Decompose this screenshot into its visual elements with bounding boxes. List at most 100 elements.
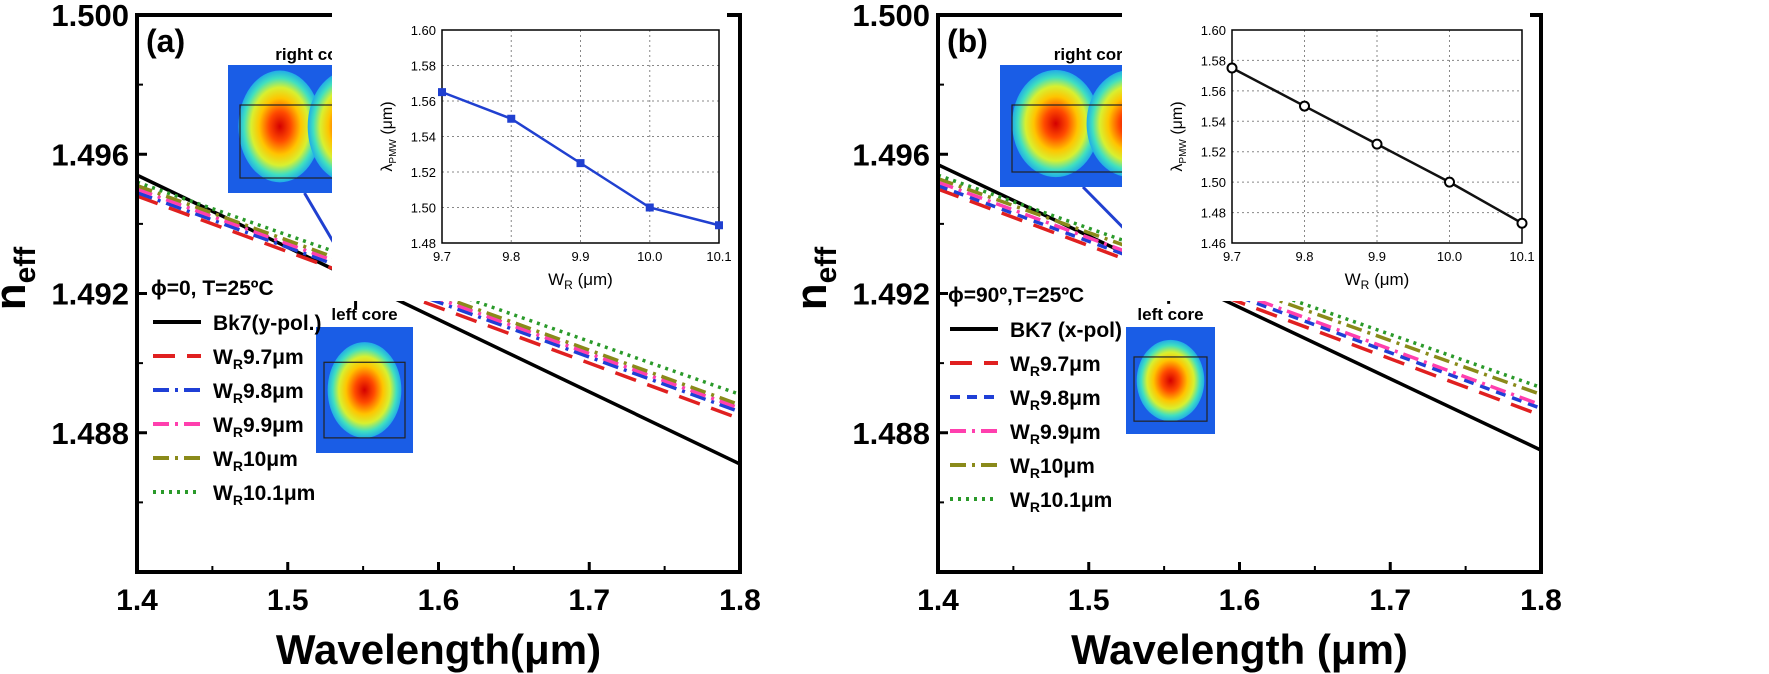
core-outline [1133,356,1208,422]
legend-label: WR9.9μm [213,414,304,440]
y-axis-title: neff [0,246,42,311]
inset-y-tick-label: 1.56 [1201,84,1226,99]
inset-point [507,114,516,123]
x-tick-label: 1.8 [1520,584,1562,617]
inset-chart: 9.7 9.8 9.9 10.0 10.1 1.46 1.48 1.50 1.52 1.54 1.5… [1122,8,1535,301]
condition-text: ϕ=90º,T=25ºC [948,284,1084,307]
legend-value: 10.1μm [1040,489,1112,512]
inset-point [1226,62,1238,74]
inset-point [438,88,446,97]
legend-prefix: W [213,346,233,369]
inset-background [1122,8,1530,301]
legend-value: 9.8μm [1040,387,1101,410]
inset-x-tick-label: 10.0 [637,249,662,264]
inset-x-tick-label: 9.7 [433,249,451,264]
inset-x-axis-title: WR (μm) [1345,270,1410,292]
inset-xlabel-unit: (μm) [573,270,613,289]
inset-x-tick-label: 10.1 [1509,249,1534,264]
mode-label-bottom: left core [1137,305,1203,324]
legend-value: 9.9μm [243,414,304,437]
legend-sub: R [233,424,243,440]
inset-y-tick-label: 1.54 [411,130,436,145]
inset-point [1516,217,1528,229]
legend-prefix: W [1010,489,1030,512]
legend-label: WR9.8μm [1010,387,1101,413]
inset-x-tick-label: 9.8 [1295,249,1313,264]
legend-sub: R [233,492,243,508]
legend-label: WR10.1μm [213,482,315,508]
panel-a: 1.4 1.5 1.6 1.7 1.8 1.488 1.492 1.496 1.500 Wavel… [0,0,761,673]
inset-ylabel-sub: PMW [388,139,399,164]
inset-point [1371,138,1383,150]
mode-lobe [1012,69,1100,178]
inset-x-tick-label: 10.0 [1437,249,1462,264]
legend-prefix: W [213,414,233,437]
inset-ylabel-main: λ [379,164,396,172]
legend-sub: R [1030,499,1040,515]
panel-label: (a) [146,23,185,59]
mode-lobe [1136,339,1205,422]
mode-lobe [238,70,322,183]
y-tick-label: 1.500 [51,0,129,33]
legend-prefix: W [1010,421,1030,444]
legend: Bk7(y-pol.)WR9.7μmWR9.8μmWR9.9μmWR10μmWR… [153,312,322,508]
inset-point [645,203,654,212]
inset-y-tick-label: 1.58 [1201,53,1226,68]
legend-prefix: W [213,380,233,403]
x-tick-label: 1.5 [1068,584,1110,617]
inset-xlabel-main: W [548,270,564,289]
legend-label: WR10μm [1010,455,1095,481]
legend-value: 9.9μm [1040,421,1101,444]
x-tick-label: 1.8 [719,584,761,617]
panel-label: (b) [947,23,988,59]
inset-y-tick-label: 1.58 [411,59,436,74]
inset-y-tick-label: 1.60 [411,23,436,38]
inset-ylabel-sub: PMW [1178,139,1189,164]
y-axis-title-sub: eff [9,246,42,284]
legend-sub: R [233,356,243,372]
legend-value: 9.7μm [243,346,304,369]
series-line-0 [937,163,1542,452]
inset-x-tick-label: 9.7 [1223,249,1241,264]
legend-label: BK7 (x-pol) [1010,319,1122,342]
y-tick-label: 1.492 [852,277,930,312]
inset-point [715,221,723,230]
inset-ylabel-main: λ [1169,164,1186,172]
legend-value: 10.1μm [243,482,315,505]
panel-b: 1.4 1.5 1.6 1.7 1.8 1.488 1.492 1.496 1.500 Wavel… [787,0,1562,673]
legend-sub: R [1030,431,1040,447]
x-tick-label: 1.5 [267,584,309,617]
y-axis-title: neff [787,246,843,311]
inset-y-tick-label: 1.54 [1201,114,1226,129]
legend-sub: R [1030,465,1040,481]
y-axis-title-main: n [787,283,836,310]
inset-ylabel-unit: (μm) [379,101,396,139]
condition-text: ϕ=0, T=25ºC [151,277,274,300]
inset-y-tick-label: 1.48 [411,236,436,251]
x-axis-title: Wavelength (μm) [1071,626,1408,673]
x-tick-label: 1.7 [1369,584,1411,617]
inset-y-tick-label: 1.56 [411,94,436,109]
legend-prefix: W [1010,455,1030,478]
inset-x-tick-label: 9.8 [502,249,520,264]
inset-xlabel-sub: R [1361,278,1370,292]
legend: BK7 (x-pol)WR9.7μmWR9.8μmWR9.9μmWR10μmWR… [950,319,1122,515]
y-tick-label: 1.496 [51,137,129,172]
legend-label: WR9.9μm [1010,421,1101,447]
y-tick-label: 1.488 [852,416,930,451]
inset-y-axis-title: λPMW (μm) [1169,101,1189,171]
legend-sub: R [233,458,243,474]
inset-y-tick-label: 1.52 [411,165,436,180]
inset-y-tick-label: 1.60 [1201,23,1226,38]
series-line-5 [937,173,1542,390]
inset-point [1444,176,1455,188]
mode-label-bottom: left core [331,305,397,324]
y-tick-label: 1.492 [51,277,129,312]
legend-value: 10μm [1040,455,1095,478]
inset-x-tick-label: 10.1 [706,249,731,264]
y-tick-label: 1.496 [852,137,930,172]
legend-label: Bk7(y-pol.) [213,312,322,335]
inset-point [576,159,585,168]
legend-prefix: W [213,482,233,505]
inset-y-axis-title: λPMW (μm) [379,101,399,171]
